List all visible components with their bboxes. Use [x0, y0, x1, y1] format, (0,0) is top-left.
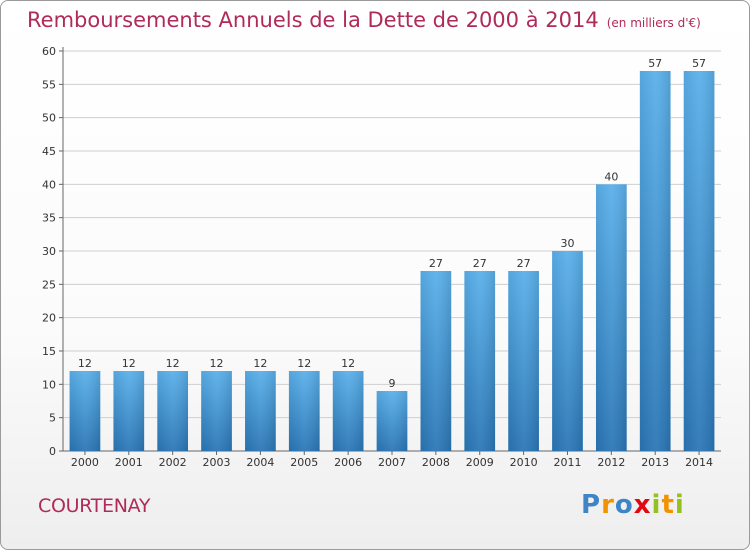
bar-value-label: 27 [473, 257, 487, 270]
y-tick-label: 50 [42, 112, 56, 125]
bar-value-label: 9 [389, 377, 396, 390]
x-tick-label: 2013 [641, 456, 669, 469]
bar-shade [639, 71, 671, 451]
x-tick-label: 2008 [422, 456, 450, 469]
x-tick-label: 2010 [510, 456, 538, 469]
y-tick-label: 55 [42, 78, 56, 91]
bar-value-label: 27 [429, 257, 443, 270]
y-tick-label: 25 [42, 278, 56, 291]
x-tick-label: 2011 [553, 456, 581, 469]
bar-value-label: 12 [297, 357, 311, 370]
bar-shade [332, 371, 364, 451]
bar-shade [245, 371, 276, 451]
y-tick-label: 30 [42, 245, 56, 258]
bar-shade [157, 371, 189, 451]
bar-value-label: 57 [692, 57, 706, 70]
labels: 0 5 10 15 20 25 30 35 40 45 50 55 60 2000 12 2001 12 2002… [42, 45, 713, 469]
y-tick-label: 35 [42, 212, 56, 225]
x-tick-label: 2014 [685, 456, 713, 469]
bar-shade [595, 184, 627, 452]
x-tick-label: 2009 [466, 456, 494, 469]
bar-value-label: 12 [210, 357, 224, 370]
unit-label: (en milliers d'€) [606, 16, 701, 30]
proxiti-logo[interactable]: Proxiti [581, 490, 685, 520]
bar-value-label: 12 [166, 357, 180, 370]
y-tick-label: 0 [49, 445, 56, 458]
x-tick-label: 2006 [334, 456, 362, 469]
city-name: COURTENAY [38, 495, 151, 517]
bar-shade [508, 271, 539, 451]
x-tick-label: 2005 [290, 456, 318, 469]
bar-value-label: 12 [78, 357, 92, 370]
x-tick-label: 2012 [597, 456, 625, 469]
bar-shade [552, 251, 583, 451]
bar-value-label: 12 [341, 357, 355, 370]
y-tick-label: 5 [49, 412, 56, 425]
bar-value-label: 27 [517, 257, 531, 270]
bar-value-label: 57 [648, 57, 662, 70]
bars [69, 71, 715, 452]
x-tick-label: 2004 [246, 456, 274, 469]
chart-title: Remboursements Annuels de la Dette de 20… [27, 8, 701, 32]
y-tick-label: 10 [42, 378, 56, 391]
bar-shade [420, 271, 452, 451]
title-text: Remboursements Annuels de la Dette de 20… [27, 8, 599, 32]
y-tick-label: 60 [42, 45, 56, 58]
bar-shade [376, 391, 408, 451]
bar-shade [464, 271, 496, 451]
bar-shade [69, 371, 101, 451]
bar-shade [201, 371, 232, 451]
bar-shade [113, 371, 145, 451]
y-tick-label: 15 [42, 345, 56, 358]
bar-value-label: 12 [122, 357, 136, 370]
bar-value-label: 30 [560, 237, 574, 250]
bar-shade [288, 371, 320, 451]
bar-shade [683, 71, 715, 451]
x-tick-label: 2007 [378, 456, 406, 469]
x-tick-label: 2000 [71, 456, 99, 469]
x-tick-label: 2001 [115, 456, 143, 469]
x-tick-label: 2002 [159, 456, 187, 469]
x-tick-label: 2003 [203, 456, 231, 469]
bar-value-label: 40 [604, 170, 618, 183]
bar-value-label: 12 [253, 357, 267, 370]
y-tick-label: 45 [42, 145, 56, 158]
y-tick-label: 40 [42, 178, 56, 191]
y-tick-label: 20 [42, 312, 56, 325]
